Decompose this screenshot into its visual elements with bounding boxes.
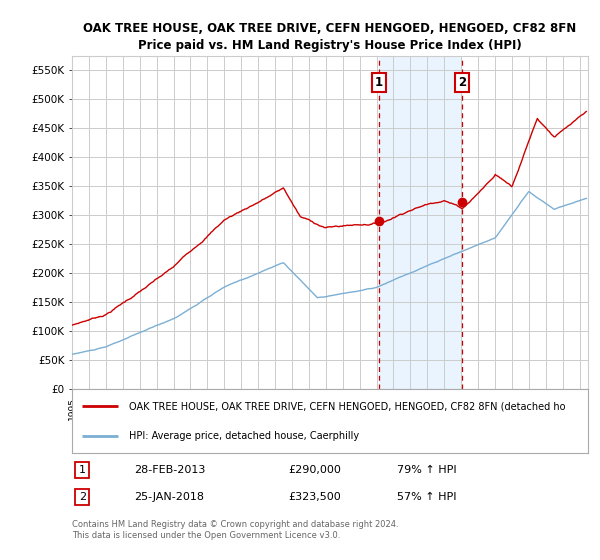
Text: Contains HM Land Registry data © Crown copyright and database right 2024.: Contains HM Land Registry data © Crown c… bbox=[72, 520, 398, 529]
Text: 57% ↑ HPI: 57% ↑ HPI bbox=[397, 492, 457, 502]
Text: £323,500: £323,500 bbox=[289, 492, 341, 502]
Text: 79% ↑ HPI: 79% ↑ HPI bbox=[397, 465, 457, 475]
Text: 2: 2 bbox=[458, 76, 467, 88]
Text: This data is licensed under the Open Government Licence v3.0.: This data is licensed under the Open Gov… bbox=[72, 531, 340, 540]
Text: 1: 1 bbox=[79, 465, 86, 475]
Bar bbox=[379, 56, 463, 389]
Title: OAK TREE HOUSE, OAK TREE DRIVE, CEFN HENGOED, HENGOED, CF82 8FN
Price paid vs. H: OAK TREE HOUSE, OAK TREE DRIVE, CEFN HEN… bbox=[83, 22, 577, 52]
Text: 1: 1 bbox=[375, 76, 383, 88]
Text: 2: 2 bbox=[79, 492, 86, 502]
Text: HPI: Average price, detached house, Caerphilly: HPI: Average price, detached house, Caer… bbox=[129, 431, 359, 441]
Text: 25-JAN-2018: 25-JAN-2018 bbox=[134, 492, 204, 502]
Text: 28-FEB-2013: 28-FEB-2013 bbox=[134, 465, 205, 475]
Text: OAK TREE HOUSE, OAK TREE DRIVE, CEFN HENGOED, HENGOED, CF82 8FN (detached ho: OAK TREE HOUSE, OAK TREE DRIVE, CEFN HEN… bbox=[129, 402, 565, 412]
Text: £290,000: £290,000 bbox=[289, 465, 341, 475]
